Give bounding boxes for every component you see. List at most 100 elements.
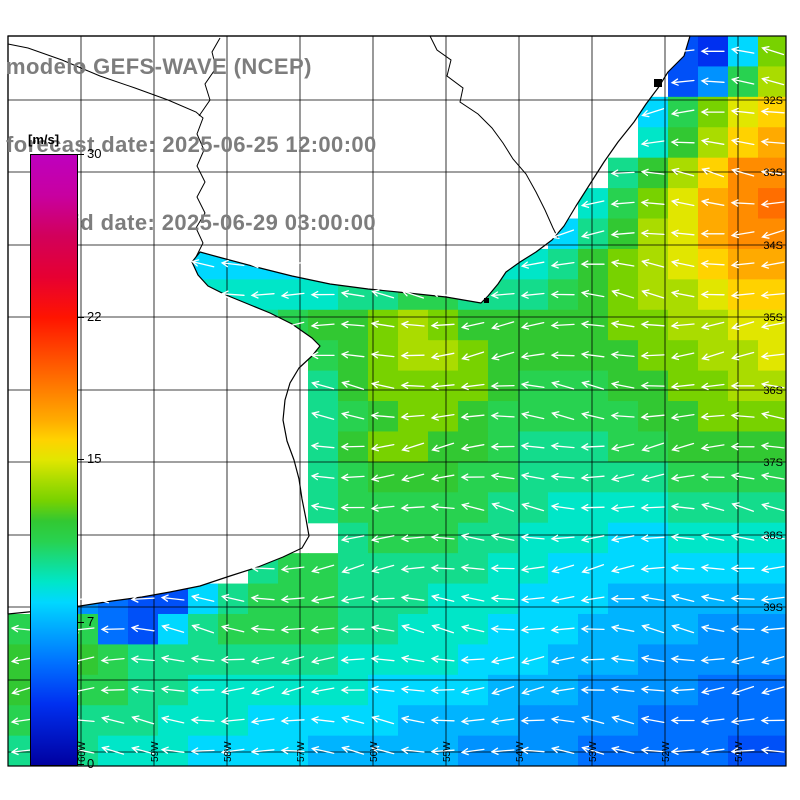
wind-arrow <box>520 746 545 755</box>
wind-arrow <box>520 472 545 480</box>
wind-arrow <box>460 321 485 330</box>
wind-arrow <box>610 259 635 267</box>
wind-arrow <box>400 412 425 421</box>
lon-label: 60W <box>77 741 88 762</box>
wind-arrow <box>671 167 695 177</box>
wind-arrow <box>670 382 695 391</box>
wind-arrow <box>760 533 785 542</box>
wind-arrow <box>491 351 515 361</box>
wind-arrow <box>610 595 635 603</box>
wind-arrow <box>670 229 695 237</box>
wind-arrow <box>730 442 755 451</box>
wind-arrow <box>101 745 125 755</box>
wind-arrow <box>100 656 125 664</box>
wind-arrow <box>550 503 575 511</box>
lat-label: 35S <box>763 312 783 324</box>
wind-arrow <box>701 351 725 361</box>
wind-arrow <box>370 655 395 663</box>
wind-arrow <box>400 594 425 602</box>
wind-arrow <box>700 624 725 632</box>
wind-arrow <box>551 229 575 240</box>
wind-arrow <box>431 623 455 634</box>
wind-arrow <box>340 320 365 329</box>
wind-arrow <box>370 320 395 328</box>
colorbar-tick-label: 30 <box>87 146 102 161</box>
wind-arrow <box>731 351 755 361</box>
wind-arrow <box>610 381 635 389</box>
wind-arrow <box>761 229 785 239</box>
colorbar-gradient <box>30 154 78 766</box>
wind-arrow <box>580 473 605 482</box>
wind-arrow <box>730 594 755 603</box>
wind-arrow <box>401 473 425 483</box>
rivers-and-borders <box>7 35 559 258</box>
wind-arrow <box>550 321 575 329</box>
wind-arrow <box>580 625 605 633</box>
wind-arrow <box>400 565 425 573</box>
wind-arrow <box>580 230 605 239</box>
wind-arrow <box>670 259 695 268</box>
wind-arrow <box>310 442 335 450</box>
wind-arrow <box>250 717 275 725</box>
wind-arrow <box>730 382 755 390</box>
wind-arrow <box>610 473 635 482</box>
location-marker <box>654 79 662 87</box>
wind-arrow <box>341 380 365 390</box>
wind-arrow <box>700 717 725 725</box>
wind-arrow <box>460 564 485 572</box>
wind-arrow <box>310 716 335 724</box>
wind-arrow <box>310 321 335 330</box>
wind-arrow <box>581 564 605 574</box>
wind-arrow <box>461 351 485 361</box>
wind-arrow <box>310 656 335 665</box>
wind-arrow <box>670 503 695 511</box>
wind-arrow <box>760 107 785 116</box>
wind-arrow <box>371 564 395 574</box>
wind-arrow <box>400 381 425 390</box>
wind-arrow <box>190 716 215 724</box>
wind-arrow <box>580 351 605 359</box>
wind-arrow <box>640 655 665 663</box>
wind-arrow <box>400 715 425 724</box>
wind-arrow <box>340 411 365 420</box>
wind-arrow <box>580 200 605 209</box>
wind-arrow <box>370 474 395 482</box>
wind-arrow <box>610 200 635 208</box>
wind-arrow <box>491 321 515 331</box>
wind-arrow <box>700 747 725 756</box>
wind-arrow <box>340 443 365 451</box>
wind-arrow <box>490 472 515 481</box>
wind-arrow <box>730 291 755 299</box>
wind-arrow <box>520 595 545 604</box>
wind-arrow <box>761 502 785 512</box>
colorbar-tick-label: 15 <box>87 451 102 466</box>
wind-arrow <box>610 535 635 543</box>
wind-arrow <box>431 442 455 452</box>
wind-arrow <box>370 381 395 389</box>
wind-arrow <box>640 381 665 390</box>
wind-arrow <box>370 595 395 603</box>
wind-arrow <box>400 655 425 663</box>
wind-arrow <box>100 686 125 694</box>
wind-arrow <box>220 717 245 725</box>
wind-arrow <box>760 565 785 573</box>
wind-arrow <box>490 260 515 269</box>
wind-arrow <box>700 382 725 391</box>
wind-arrow <box>250 564 275 572</box>
wind-arrow <box>310 502 335 511</box>
wind-arrow <box>640 139 665 147</box>
wind-arrow <box>580 289 605 298</box>
wind-arrow <box>341 715 365 724</box>
wind-arrow <box>460 656 485 664</box>
wind-arrow <box>581 745 605 755</box>
wind-arrow <box>610 351 635 359</box>
wind-arrow <box>460 473 485 481</box>
wind-arrow <box>610 655 635 663</box>
wind-arrow <box>250 260 275 269</box>
wind-arrow <box>611 715 635 725</box>
wind-arrow <box>730 625 755 633</box>
wind-arrow <box>520 321 545 330</box>
wind-arrow <box>370 535 395 543</box>
wind-arrow <box>731 685 755 696</box>
